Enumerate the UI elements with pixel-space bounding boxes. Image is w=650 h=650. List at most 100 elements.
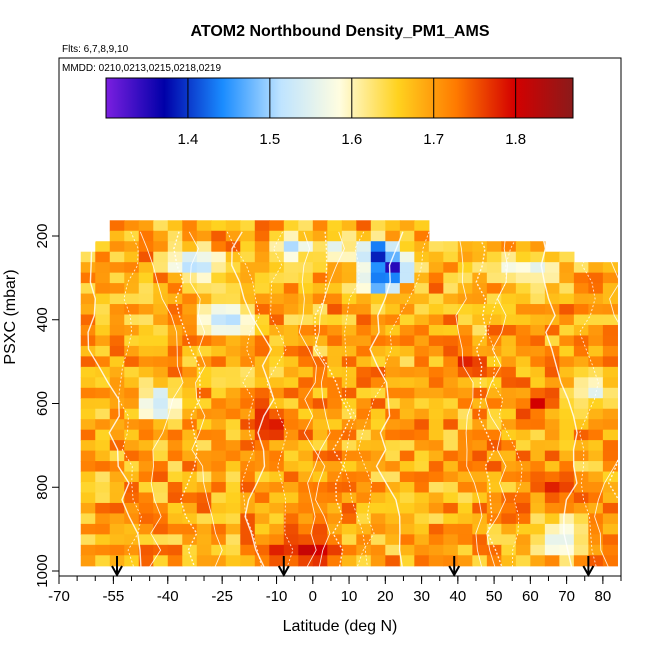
heat-cell xyxy=(182,523,198,535)
heat-cell xyxy=(486,387,502,399)
heat-cell xyxy=(109,482,125,494)
heat-cell xyxy=(298,304,314,316)
heat-cell xyxy=(472,544,488,556)
heat-cell xyxy=(225,408,241,420)
heat-cell xyxy=(559,450,575,462)
heat-cell xyxy=(211,387,227,399)
heat-cell xyxy=(138,356,154,368)
heat-cell xyxy=(457,377,473,389)
heat-cell xyxy=(167,450,183,462)
heat-cell xyxy=(95,513,111,525)
x-axis: -70 -55 -40 -25 -10 0 10 20 30 40 50 60 70 80 xyxy=(48,576,622,605)
heat-cell xyxy=(167,429,183,441)
heat-cell xyxy=(341,471,357,483)
heat-cell xyxy=(399,461,415,473)
heat-cell xyxy=(370,429,386,441)
heat-cell xyxy=(109,220,125,232)
heat-cell xyxy=(559,345,575,357)
heat-cell xyxy=(254,408,270,420)
heat-cell xyxy=(240,429,256,441)
heat-cell xyxy=(370,450,386,462)
heat-cell xyxy=(457,461,473,473)
heat-cell xyxy=(225,304,241,316)
heat-cell xyxy=(399,324,415,337)
heat-cell xyxy=(240,513,256,525)
heat-cell xyxy=(298,555,314,567)
heat-cell xyxy=(327,544,343,556)
heat-cell xyxy=(588,398,604,410)
heat-cell xyxy=(225,461,241,473)
heat-cell xyxy=(559,272,575,284)
heat-cell xyxy=(356,324,372,337)
heat-cell xyxy=(486,502,502,515)
heat-cell xyxy=(312,523,328,535)
heat-cell xyxy=(356,482,372,494)
heat-cell xyxy=(109,262,125,274)
heat-cell xyxy=(124,304,140,316)
heat-cell xyxy=(240,324,256,337)
heat-cell xyxy=(573,304,589,316)
heat-cell xyxy=(588,502,604,515)
heat-cell xyxy=(588,471,604,483)
heat-cell xyxy=(428,523,444,535)
x-tick-label: 60 xyxy=(522,588,539,605)
heat-cell xyxy=(312,272,328,284)
heat-cell xyxy=(167,293,183,305)
heat-cell xyxy=(414,335,430,347)
heat-cell xyxy=(370,482,386,494)
flight-track-line xyxy=(314,231,353,567)
heat-cell xyxy=(385,398,401,410)
heat-cell xyxy=(312,429,328,441)
x-tick-label: 20 xyxy=(377,588,394,605)
heat-cell xyxy=(327,387,343,399)
heat-cell xyxy=(486,366,502,378)
heat-cell xyxy=(225,293,241,305)
heat-cell xyxy=(225,377,241,389)
heat-cell xyxy=(167,461,183,473)
heat-cell xyxy=(254,555,270,567)
heat-cell xyxy=(327,471,343,483)
heat-cell xyxy=(544,461,560,473)
heat-cell xyxy=(312,262,328,274)
heat-cell xyxy=(385,534,401,546)
heat-cell xyxy=(327,502,343,515)
heat-cell xyxy=(501,345,517,357)
heat-cell xyxy=(254,241,270,253)
heat-cell xyxy=(370,304,386,316)
heat-cell xyxy=(472,387,488,399)
heat-cell xyxy=(472,523,488,535)
heat-cell xyxy=(196,241,212,253)
heat-cell xyxy=(341,502,357,515)
heat-cell xyxy=(269,272,285,284)
heat-cell xyxy=(240,419,256,431)
heat-cell xyxy=(153,293,169,305)
heat-cell xyxy=(515,450,531,462)
heat-cell xyxy=(211,461,227,473)
heat-cell xyxy=(559,314,575,326)
heat-cell xyxy=(399,241,415,253)
heat-cell xyxy=(370,345,386,357)
heat-cell xyxy=(269,398,285,410)
heat-cell xyxy=(240,408,256,420)
heat-cell xyxy=(414,492,430,504)
heat-cell xyxy=(269,262,285,274)
heat-cell xyxy=(196,314,212,326)
heat-cell xyxy=(80,293,96,305)
heat-cell xyxy=(588,492,604,504)
heat-cell xyxy=(211,544,227,556)
heat-cell xyxy=(573,377,589,389)
heat-cell xyxy=(240,534,256,546)
heat-cell xyxy=(443,544,459,556)
heat-cell xyxy=(515,304,531,316)
heat-cell xyxy=(443,304,459,316)
heat-cell xyxy=(196,345,212,357)
heat-cell xyxy=(196,272,212,284)
heat-cell xyxy=(544,377,560,389)
heat-cell xyxy=(80,482,96,494)
heat-cell xyxy=(486,419,502,431)
heat-cell xyxy=(182,513,198,525)
heat-cell xyxy=(240,366,256,378)
heat-cell xyxy=(153,534,169,546)
heat-cell xyxy=(341,262,357,274)
heat-cell xyxy=(588,272,604,284)
